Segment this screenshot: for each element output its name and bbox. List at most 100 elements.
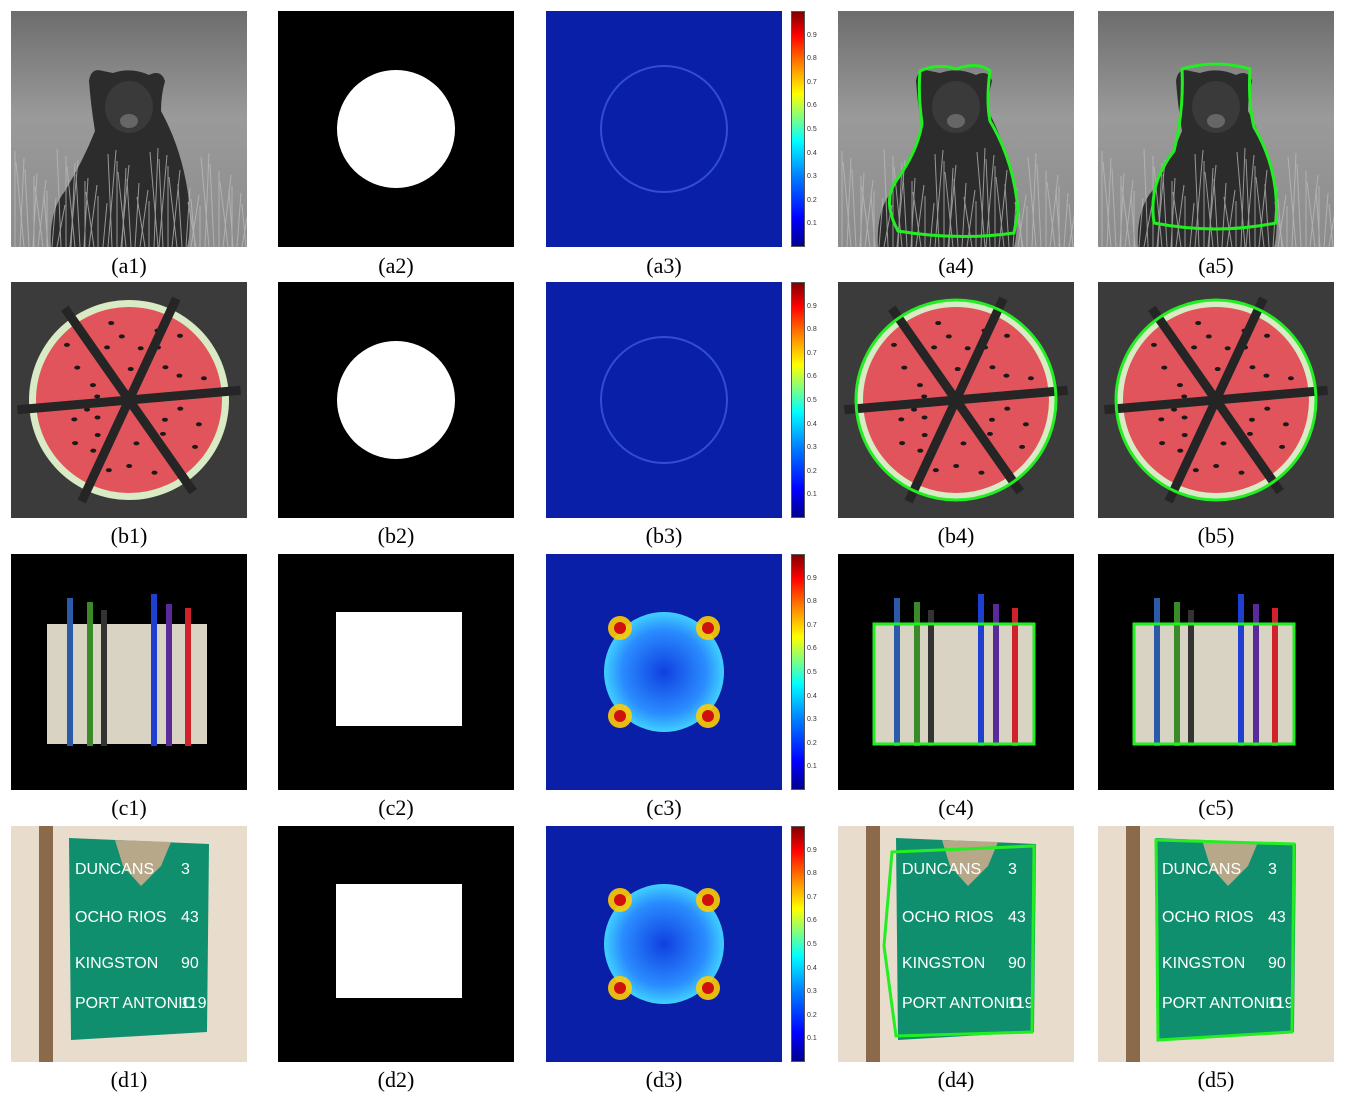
panel-a1 xyxy=(11,11,247,247)
colorbar-tick: 0.5 xyxy=(807,941,817,948)
panel-b5 xyxy=(1098,282,1334,518)
caption-a2: (a2) xyxy=(378,253,414,278)
error-hotspot-core xyxy=(702,622,714,634)
panel-c4 xyxy=(838,554,1074,790)
sign-board xyxy=(1156,838,1296,1040)
sign-number: 43 xyxy=(181,909,199,926)
sign-text: OCHO RIOS xyxy=(902,909,994,926)
colorbar-tick: 0.9 xyxy=(807,31,817,39)
segmentation-contour xyxy=(882,844,1036,1038)
segmentation-contour xyxy=(872,622,1036,746)
notebook xyxy=(1134,624,1294,744)
colorbar-tick: 0.1 xyxy=(807,491,817,499)
colorbar-b: 0.9 0.8 0.7 0.6 0.5 0.4 0.3 0.2 0.1 xyxy=(791,282,817,518)
sign-text: PORT ANTONIO xyxy=(902,995,1022,1012)
pen xyxy=(1238,594,1244,746)
caption-c5: (c5) xyxy=(1198,795,1234,820)
panel-c2 xyxy=(278,554,514,790)
panel-a3 xyxy=(546,11,782,247)
colorbar-tick: 0.4 xyxy=(807,964,817,972)
pen xyxy=(1154,598,1160,746)
colorbar-tick: 0.6 xyxy=(807,373,817,381)
colorbar-tick: 0.7 xyxy=(807,893,817,901)
colorbar-gradient xyxy=(791,11,805,247)
pen xyxy=(67,598,73,746)
panel-c5 xyxy=(1098,554,1334,790)
caption-d2: (d2) xyxy=(377,1067,415,1092)
panel-b3 xyxy=(546,282,782,518)
mask-circle xyxy=(337,70,455,188)
pen xyxy=(928,610,934,746)
caption-d5: (d5) xyxy=(1197,1067,1235,1092)
bear-snout xyxy=(120,114,138,128)
colorbar-tick: 0.6 xyxy=(807,645,817,653)
colorbar-tick: 0.9 xyxy=(807,846,817,854)
colorbar-tick: 0.8 xyxy=(807,598,817,606)
error-hotspot-core xyxy=(614,622,626,634)
caption-c2: (c2) xyxy=(378,795,414,820)
sign-number: 3 xyxy=(1008,861,1017,878)
colorbar-d: 0.9 0.8 0.7 0.6 0.5 0.4 0.3 0.2 0.1 xyxy=(791,826,817,1062)
sign-text: PORT ANTONIO xyxy=(75,995,195,1012)
colorbar-tick: 0.3 xyxy=(807,173,817,181)
caption-c1: (c1) xyxy=(111,795,147,820)
peeled-paint xyxy=(115,840,171,886)
panel-d4: DUNCANS 3 OCHO RIOS 43 KINGSTON 90 PORT ANTONI… xyxy=(838,826,1074,1062)
colorbar-tick: 0.8 xyxy=(807,870,817,878)
colorbar-tick: 0.7 xyxy=(807,349,817,357)
error-hotspot-core xyxy=(702,894,714,906)
panel-b1 xyxy=(11,282,247,518)
colorbar-tick: 0.6 xyxy=(807,102,817,110)
notebook xyxy=(47,624,207,744)
panel-a4 xyxy=(838,11,1074,247)
panel-a5 xyxy=(1098,11,1334,247)
slice-gaps xyxy=(17,296,241,504)
colorbar-c: 0.9 0.8 0.7 0.6 0.5 0.4 0.3 0.2 0.1 xyxy=(791,554,817,790)
post xyxy=(866,826,880,1062)
caption-b1: (b1) xyxy=(110,523,148,548)
sign-number: 119 xyxy=(1008,995,1034,1012)
colorbar-tick: 0.5 xyxy=(807,397,817,404)
sign-text: KINGSTON xyxy=(1162,955,1245,972)
colorbar-tick: 0.2 xyxy=(807,1011,817,1019)
sign-text: OCHO RIOS xyxy=(1162,909,1254,926)
peeled-paint xyxy=(942,840,998,886)
sign-number: 43 xyxy=(1008,909,1026,926)
caption-b3: (b3) xyxy=(645,523,683,548)
error-hotspot-core xyxy=(614,894,626,906)
caption-b4: (b4) xyxy=(937,523,975,548)
sign-text: DUNCANS xyxy=(75,861,154,878)
panel-d2 xyxy=(278,826,514,1062)
pen xyxy=(101,610,107,746)
colorbar-tick: 0.6 xyxy=(807,917,817,925)
error-disk xyxy=(604,884,724,1004)
colorbar-tick: 0.1 xyxy=(807,220,817,228)
mask-square xyxy=(336,884,462,998)
panel-d3 xyxy=(546,826,782,1062)
segmentation-contour xyxy=(1114,298,1318,502)
colorbar-tick: 0.3 xyxy=(807,444,817,452)
pen xyxy=(1253,604,1259,746)
caption-c3: (c3) xyxy=(646,795,682,820)
error-hotspot-core xyxy=(614,982,626,994)
error-background xyxy=(546,11,782,247)
slice-gaps xyxy=(1104,296,1328,504)
colorbar-tick: 0.5 xyxy=(807,126,817,133)
segmentation-contour xyxy=(854,298,1058,502)
bear-head xyxy=(1192,81,1240,133)
colorbar-tick: 0.4 xyxy=(807,692,817,700)
caption-d1: (d1) xyxy=(110,1067,148,1092)
pen xyxy=(1012,608,1018,746)
pen xyxy=(978,594,984,746)
pen xyxy=(87,602,93,746)
caption-a1: (a1) xyxy=(111,253,147,278)
grass xyxy=(1098,147,1334,247)
panel-a2 xyxy=(278,11,514,247)
caption-d3: (d3) xyxy=(645,1067,683,1092)
colorbar-tick: 0.3 xyxy=(807,716,817,724)
grass xyxy=(838,147,1074,247)
colorbar-gradient xyxy=(791,282,805,518)
segmentation-contour xyxy=(1154,838,1296,1042)
pen xyxy=(166,604,172,746)
pen xyxy=(914,602,920,746)
